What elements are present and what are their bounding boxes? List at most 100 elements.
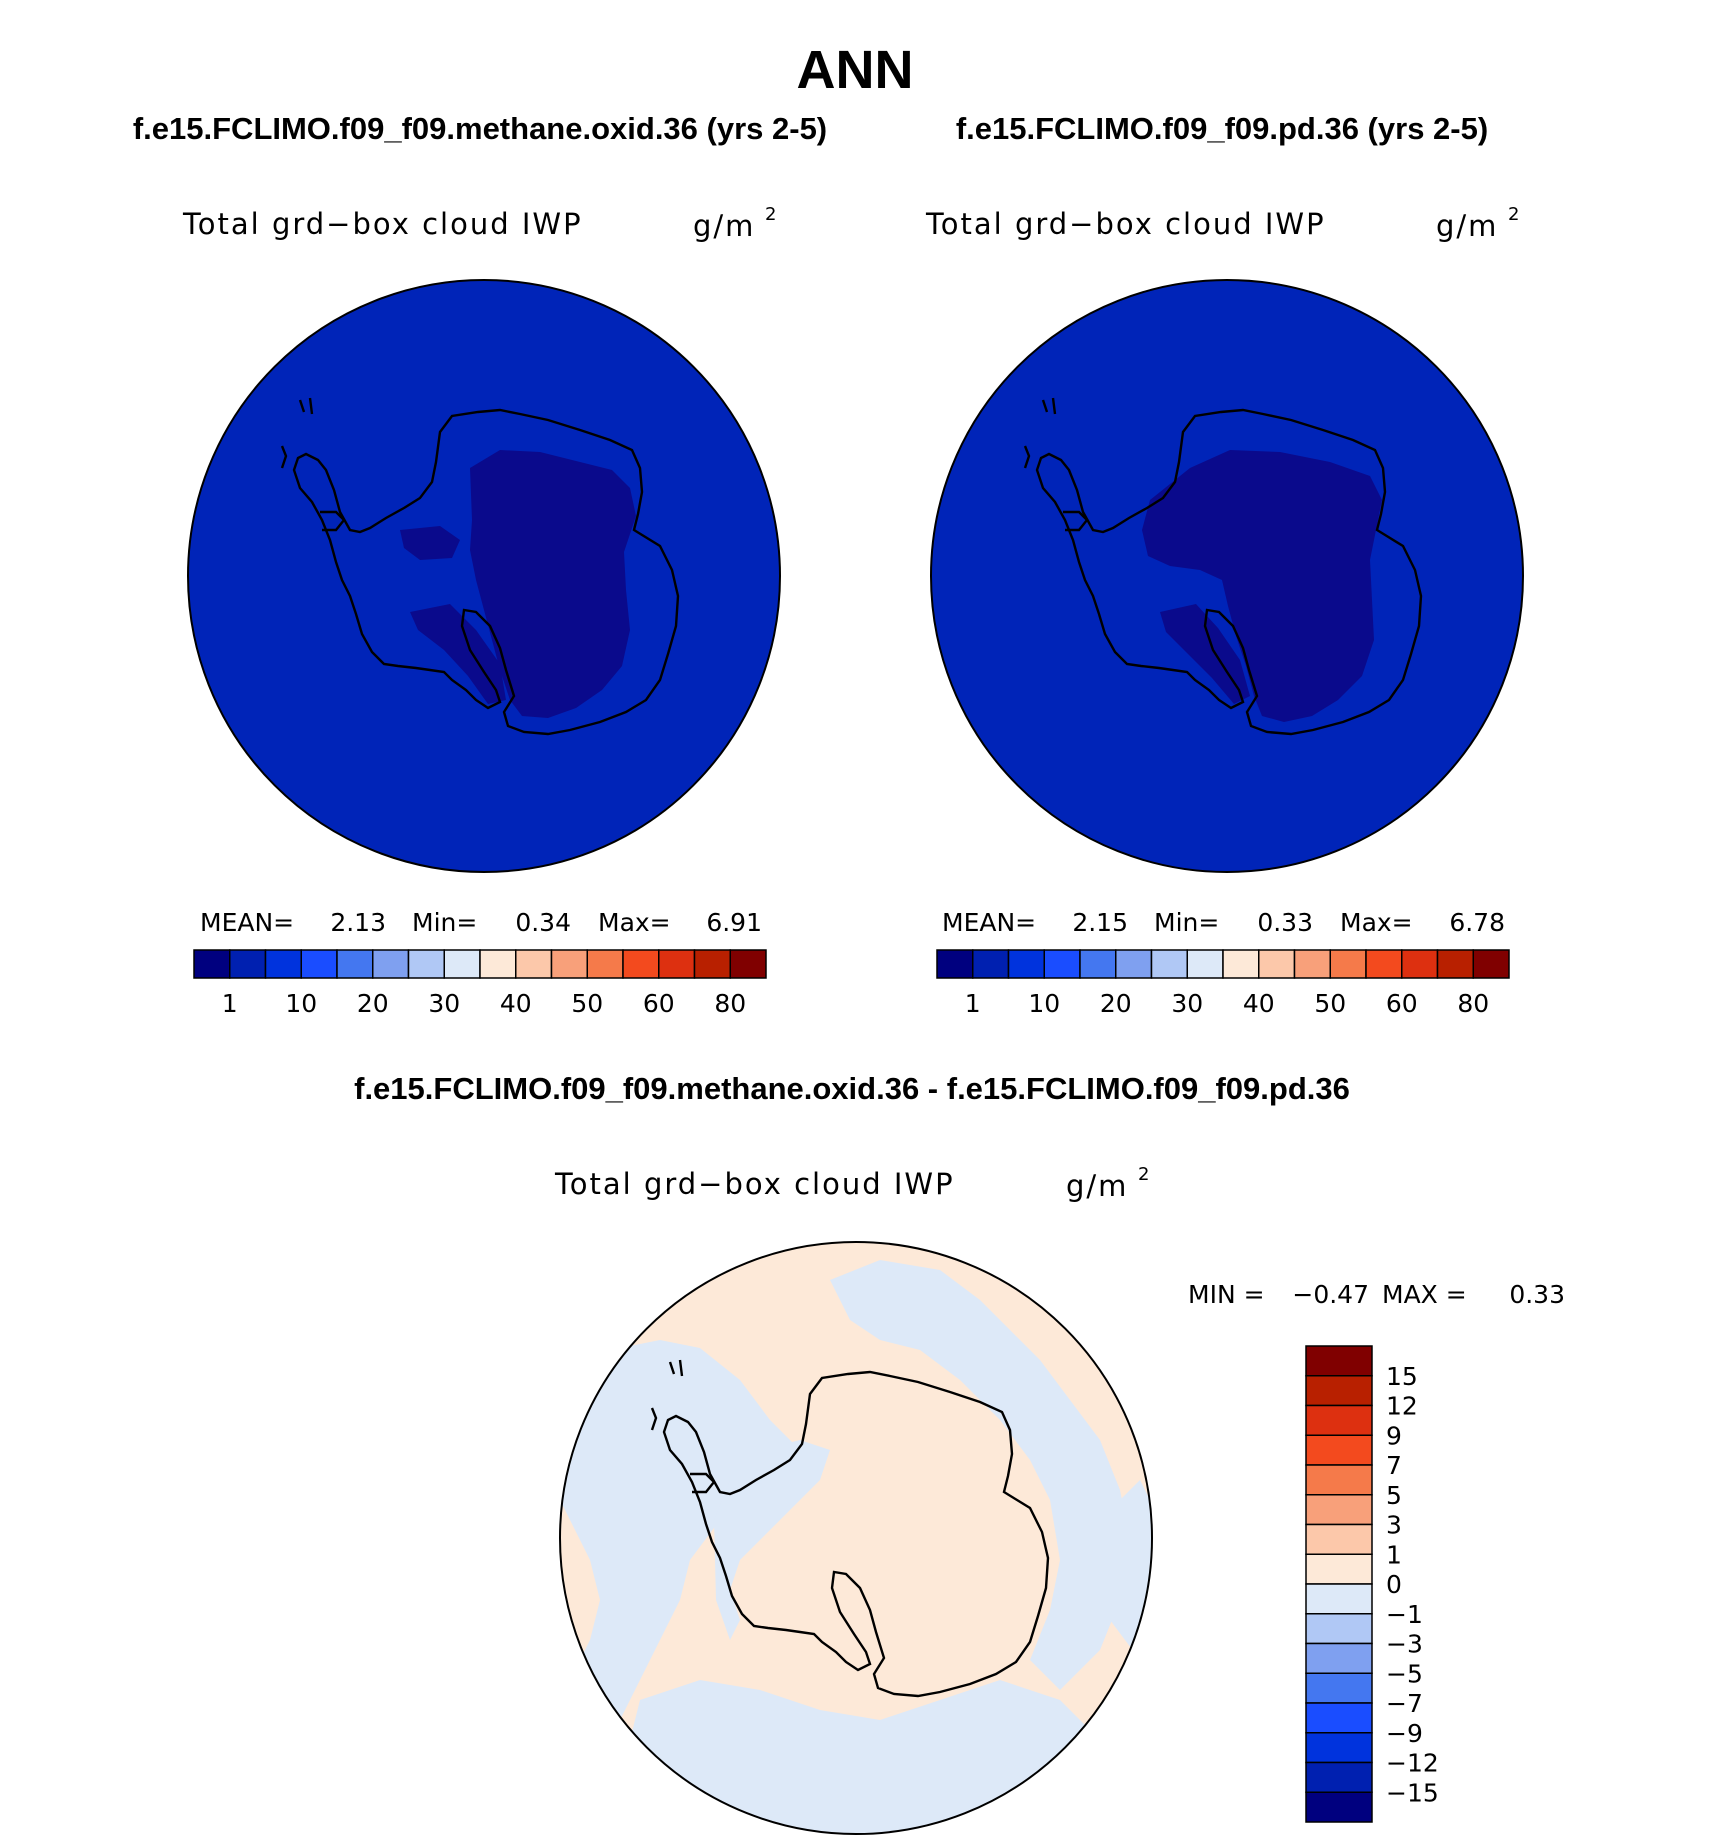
panel1-colorbar-swatch [443, 949, 481, 979]
panel2-colorbar-swatch [1115, 949, 1153, 979]
panel2-colorbar-swatch [1186, 949, 1224, 979]
panel1-colorbar-swatch [586, 949, 624, 979]
diff-field-label: Total grd−box cloud IWP [554, 1167, 955, 1201]
panel1-stats: MEAN= 2.13 Min= 0.34 Max= 6.91 [200, 908, 762, 937]
diff-max-value: 0.33 [1509, 1280, 1565, 1309]
diff-colorbar-swatch [1305, 1523, 1373, 1555]
panel1-colorbar-swatch [658, 949, 696, 979]
diff-colorbar-swatch [1305, 1642, 1373, 1674]
diff-colorbar-tick-label: 15 [1386, 1362, 1418, 1391]
panel1-max-label: Max= [598, 908, 671, 937]
diff-colorbar-swatch [1305, 1345, 1373, 1377]
panel1-map-low-iwp-region [470, 450, 636, 718]
diff-map-peninsula-islands [650, 1359, 716, 1494]
panel2-colorbar-tick-label: 40 [1243, 989, 1275, 1018]
diff-colorbar-swatch [1305, 1464, 1373, 1496]
panel1-map-peninsula-islands [280, 397, 346, 532]
panel1-mean-label: MEAN= [200, 908, 294, 937]
panel2-max-label: Max= [1340, 908, 1413, 937]
diff-map-negative-patch-coastal [714, 1440, 830, 1640]
panel2-field-label: Total grd−box cloud IWP [925, 207, 1326, 241]
diff-colorbar-swatch [1305, 1404, 1373, 1436]
panel1-colorbar-swatch [229, 949, 267, 979]
panel1-min-label: Min= [412, 908, 477, 937]
panel2-colorbar-swatch [1472, 949, 1510, 979]
panel1-colorbar-tick-label: 40 [500, 989, 532, 1018]
panel1-units-base: g/m [693, 209, 755, 243]
panel2-colorbar-swatch [1007, 949, 1045, 979]
panel2-map-low-iwp-region-ross [1160, 604, 1250, 704]
panel2-colorbar-tick-label: 20 [1100, 989, 1132, 1018]
panel2-map-border [930, 279, 1524, 873]
panel1-colorbar-tick-label: 80 [714, 989, 746, 1018]
diff-colorbar-tick-label: −9 [1386, 1719, 1423, 1748]
panel2-colorbar-tick-label: 1 [965, 989, 981, 1018]
panel2-colorbar-swatch [1365, 949, 1403, 979]
diff-colorbar-tick-label: −12 [1386, 1749, 1439, 1778]
diff-min-label: MIN = [1188, 1280, 1265, 1309]
panel1-mean-value: 2.13 [330, 908, 386, 937]
panel2-colorbar-swatch [1329, 949, 1367, 979]
panel2-colorbar-swatch [1258, 949, 1296, 979]
panel1-colorbar-swatch [264, 949, 302, 979]
panel2-colorbar-swatch [972, 949, 1010, 979]
panel2-colorbar-tick-label: 10 [1028, 989, 1060, 1018]
panel2-min-label: Min= [1154, 908, 1219, 937]
panel2-max-value: 6.78 [1449, 908, 1505, 937]
panel1-colorbar-swatch [407, 949, 445, 979]
diff-colorbar-swatch [1305, 1553, 1373, 1585]
panel2-colorbar-swatch [936, 949, 974, 979]
diff-units-exponent: 2 [1138, 1164, 1149, 1185]
panel2-colorbar-swatch [1222, 949, 1260, 979]
panel1-map-border [187, 279, 781, 873]
diff-stats: MIN = −0.47 MAX = 0.33 [1188, 1280, 1565, 1309]
diff-map-border [559, 1241, 1153, 1835]
panel1-map-low-iwp-region-west [400, 526, 460, 560]
panel-case1: f.e15.FCLIMO.f09_f09.methane.oxid.36 (yr… [133, 111, 827, 1018]
panel-difference: f.e15.FCLIMO.f09_f09.methane.oxid.36 - f… [354, 1071, 1565, 1835]
panel2-mean-value: 2.15 [1072, 908, 1128, 937]
diff-colorbar-swatch [1305, 1613, 1373, 1645]
diff-colorbar-swatch [1305, 1702, 1373, 1734]
diff-colorbar-tick-label: 1 [1386, 1540, 1402, 1569]
panel1-colorbar-tick-label: 20 [357, 989, 389, 1018]
panel1-colorbar: 1 10 20 30 40 50 60 80 [193, 949, 767, 1018]
panel2-case-title: f.e15.FCLIMO.f09_f09.pd.36 (yrs 2-5) [956, 111, 1488, 146]
diff-colorbar-tick-label: 12 [1386, 1392, 1418, 1421]
diff-colorbar-tick-label: −15 [1386, 1778, 1439, 1807]
panel2-colorbar: 1 10 20 30 40 50 60 80 [936, 949, 1510, 1018]
panel1-map-coastline [292, 408, 680, 736]
panel1-colorbar-tick-label: 30 [428, 989, 460, 1018]
panel2-colorbar-tick-label: 60 [1386, 989, 1418, 1018]
panel2-colorbar-tick-label: 30 [1171, 989, 1203, 1018]
diff-colorbar-swatch [1305, 1375, 1373, 1407]
diff-units: g/m 2 [1066, 1164, 1149, 1203]
panel1-max-value: 6.91 [706, 908, 762, 937]
panel2-map [931, 280, 1523, 872]
figure-title: ANN [797, 40, 914, 100]
panel1-field-label: Total grd−box cloud IWP [182, 207, 583, 241]
panel1-colorbar-swatch [622, 949, 660, 979]
panel2-colorbar-swatch [1293, 949, 1331, 979]
diff-min-value: −0.47 [1292, 1280, 1369, 1309]
diff-map-coastline [662, 1370, 1050, 1698]
diff-units-base: g/m [1066, 1169, 1128, 1203]
panel1-colorbar-tick-label: 1 [222, 989, 238, 1018]
panel1-case-title: f.e15.FCLIMO.f09_f09.methane.oxid.36 (yr… [133, 111, 827, 146]
panel2-colorbar-swatch [1079, 949, 1117, 979]
panel1-colorbar-swatch [336, 949, 374, 979]
panel1-colorbar-swatch [550, 949, 588, 979]
diff-colorbar-tick-label: −7 [1386, 1689, 1423, 1718]
panel1-map-low-iwp-region-ross [410, 604, 506, 704]
panel1-colorbar-tick-label: 50 [571, 989, 603, 1018]
diff-case-title: f.e15.FCLIMO.f09_f09.methane.oxid.36 - f… [354, 1071, 1350, 1106]
panel2-units: g/m 2 [1436, 204, 1519, 243]
panel2-units-exponent: 2 [1508, 204, 1519, 225]
panel2-map-low-iwp-region [1142, 450, 1382, 722]
panel1-colorbar-swatch [372, 949, 410, 979]
panel1-colorbar-swatch [693, 949, 731, 979]
diff-colorbar-tick-label: −5 [1386, 1659, 1423, 1688]
panel1-colorbar-swatch [300, 949, 338, 979]
diff-map-negative-patch-west [560, 1340, 820, 1800]
